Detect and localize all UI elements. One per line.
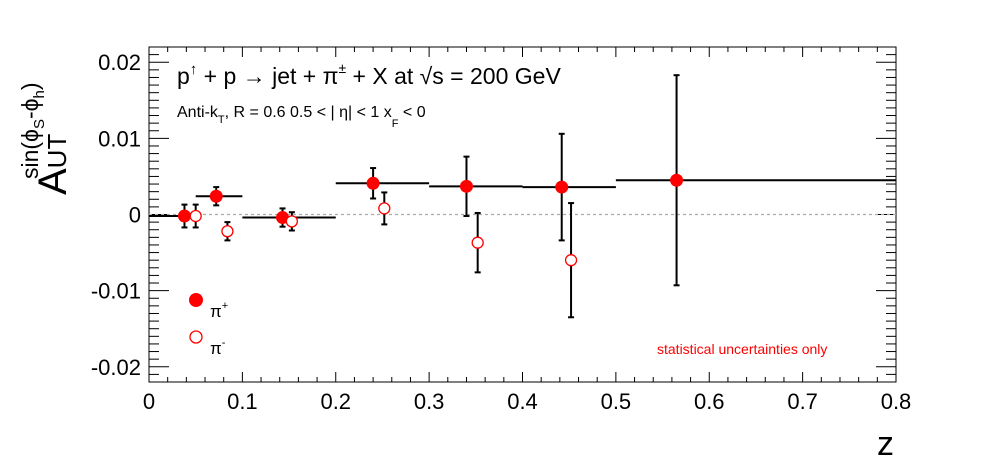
legend: π+ π- — [189, 293, 228, 358]
svg-text:AUT: AUT — [31, 134, 75, 195]
x-tick-label: 0.2 — [320, 389, 351, 414]
y-tick-label: 0 — [129, 203, 141, 228]
data-point-pi-plus — [555, 180, 569, 194]
legend-marker-pi-minus — [189, 330, 203, 344]
y-tick-label: -0.02 — [91, 355, 141, 380]
data-point-pi-plus — [177, 209, 191, 223]
y-tick-label: -0.01 — [91, 279, 141, 304]
data-point-pi-minus — [221, 225, 234, 238]
x-tick-label: 0.4 — [507, 389, 538, 414]
series-pi-minus — [189, 191, 578, 319]
legend-marker-pi-plus — [189, 293, 203, 307]
x-axis-label: z — [877, 425, 894, 463]
x-tick-label: 0.1 — [227, 389, 258, 414]
data-point-pi-plus — [670, 173, 684, 187]
x-tick-label: 0.8 — [881, 389, 912, 414]
chart-subtitle: Anti-kT, R = 0.6 0.5 < | η| < 1 xF < 0 — [177, 104, 426, 130]
x-tick-label: 0.7 — [787, 389, 818, 414]
y-tick-label: 0.01 — [98, 126, 141, 151]
legend-label-pi-minus: π- — [210, 337, 226, 358]
chart-title: p↑ + p → jet + π± + X at √s = 200 GeV — [177, 60, 561, 89]
svg-text:sin(ϕS-ϕh): sin(ϕS-ϕh) — [17, 82, 48, 179]
axis-ticks-layer: 0 0.1 0.2 0.3 0.4 0.5 0.6 0.7 0.8 -0.02 -0.01 0 0.01… — [91, 46, 912, 414]
x-tick-label: 0.5 — [601, 389, 632, 414]
y-axis-label: AUT sin(ϕS-ϕh) — [17, 82, 75, 195]
x-tick-label: 0 — [143, 389, 155, 414]
data-point-pi-minus — [564, 254, 578, 267]
data-point-pi-plus — [209, 189, 223, 203]
data-point-pi-minus — [378, 202, 391, 215]
data-point-pi-minus — [471, 236, 484, 249]
x-tick-label: 0.6 — [694, 389, 725, 414]
data-point-pi-plus — [459, 179, 473, 193]
legend-label-pi-plus: π+ — [210, 300, 228, 321]
data-point-pi-plus — [366, 176, 380, 190]
x-tick-label: 0.3 — [414, 389, 445, 414]
data-point-pi-minus — [285, 215, 299, 228]
uncertainty-note: statistical uncertainties only — [657, 341, 827, 357]
data-layer — [149, 74, 896, 319]
y-tick-label: 0.02 — [98, 50, 141, 75]
data-point-pi-minus — [189, 209, 202, 223]
